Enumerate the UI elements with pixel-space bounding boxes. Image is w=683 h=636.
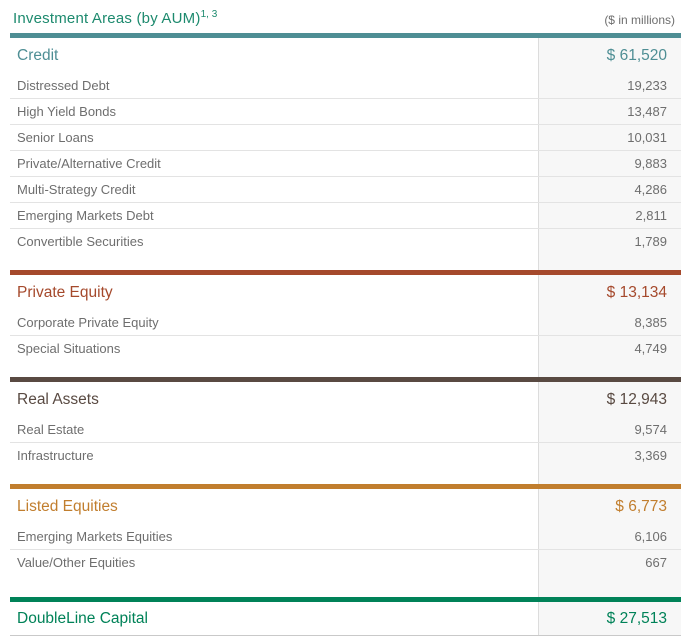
- row-value: 10,031: [627, 130, 667, 145]
- row-value: 4,749: [634, 341, 667, 356]
- table-row: Private/Alternative Credit 9,883: [10, 150, 681, 176]
- section-label: Private Equity: [17, 283, 113, 301]
- section-total-value: $ 12,943: [606, 390, 667, 408]
- section-doubleline-capital: DoubleLine Capital $ 27,513: [10, 597, 681, 636]
- section-accent-bar: [10, 33, 681, 38]
- section-label: Real Assets: [17, 390, 99, 408]
- table-row: Distressed Debt 19,233: [10, 73, 681, 98]
- section-total-value: $ 61,520: [606, 46, 667, 64]
- section-label: DoubleLine Capital: [17, 609, 148, 627]
- section-accent-bar: [10, 597, 681, 602]
- value-column-background: [538, 33, 681, 636]
- table-row: Multi-Strategy Credit 4,286: [10, 176, 681, 202]
- section-label: Listed Equities: [17, 497, 118, 515]
- row-value: 9,883: [634, 156, 667, 171]
- section-total-value: $ 6,773: [615, 497, 667, 515]
- row-value: 1,789: [634, 234, 667, 249]
- section-accent-bar: [10, 377, 681, 382]
- table-row: Corporate Private Equity 8,385: [10, 310, 681, 335]
- row-value: 8,385: [634, 315, 667, 330]
- row-value: 19,233: [627, 78, 667, 93]
- section-credit: Credit $ 61,520 Distressed Debt 19,233 H…: [10, 33, 681, 270]
- section-total-value: $ 13,134: [606, 283, 667, 301]
- row-label: Corporate Private Equity: [17, 315, 159, 330]
- section-accent-bar: [10, 484, 681, 489]
- section-private-equity: Private Equity $ 13,134 Corporate Privat…: [10, 270, 681, 377]
- section-total-value: $ 27,513: [606, 609, 667, 627]
- row-value: 2,811: [635, 208, 667, 223]
- table-row: Convertible Securities 1,789: [10, 228, 681, 254]
- page-title: Investment Areas (by AUM)1, 3: [10, 9, 217, 27]
- row-value: 9,574: [634, 422, 667, 437]
- section-header-row: Real Assets $ 12,943: [10, 382, 681, 417]
- row-label: Senior Loans: [17, 130, 94, 145]
- row-value: 13,487: [627, 104, 667, 119]
- section-listed-equities: Listed Equities $ 6,773 Emerging Markets…: [10, 484, 681, 597]
- row-value: 4,286: [634, 182, 667, 197]
- section-header-row: Listed Equities $ 6,773: [10, 489, 681, 524]
- row-label: Value/Other Equities: [17, 555, 136, 570]
- section-header-row: Private Equity $ 13,134: [10, 275, 681, 310]
- units-label: ($ in millions): [604, 13, 675, 27]
- section-header-row: Credit $ 61,520: [10, 38, 681, 73]
- row-label: Emerging Markets Equities: [17, 529, 173, 544]
- row-value: 6,106: [634, 529, 667, 544]
- investment-areas-table: Investment Areas (by AUM)1, 3 ($ in mill…: [10, 0, 681, 636]
- section-header-row: DoubleLine Capital $ 27,513: [10, 602, 681, 636]
- row-label: Special Situations: [17, 341, 121, 356]
- row-label: Private/Alternative Credit: [17, 156, 161, 171]
- section-label: Credit: [17, 46, 59, 64]
- table-row: Value/Other Equities 667: [10, 549, 681, 575]
- row-value: 3,369: [634, 448, 667, 463]
- page-title-text: Investment Areas (by AUM): [13, 10, 201, 27]
- section-accent-bar: [10, 270, 681, 275]
- table-row: High Yield Bonds 13,487: [10, 98, 681, 124]
- table-titlebar: Investment Areas (by AUM)1, 3 ($ in mill…: [10, 0, 681, 33]
- table-row: Special Situations 4,749: [10, 335, 681, 361]
- title-footnote-superscript: 1, 3: [200, 9, 218, 20]
- table-row: Emerging Markets Equities 6,106: [10, 524, 681, 549]
- row-label: High Yield Bonds: [17, 104, 117, 119]
- table-row: Senior Loans 10,031: [10, 124, 681, 150]
- row-label: Real Estate: [17, 422, 85, 437]
- row-label: Distressed Debt: [17, 78, 110, 93]
- row-label: Infrastructure: [17, 448, 94, 463]
- table-row: Infrastructure 3,369: [10, 442, 681, 468]
- section-real-assets: Real Assets $ 12,943 Real Estate 9,574 I…: [10, 377, 681, 484]
- table-row: Real Estate 9,574: [10, 417, 681, 442]
- row-label: Convertible Securities: [17, 234, 144, 249]
- row-value: 667: [645, 555, 667, 570]
- table-row: Emerging Markets Debt 2,811: [10, 202, 681, 228]
- row-label: Emerging Markets Debt: [17, 208, 154, 223]
- row-label: Multi-Strategy Credit: [17, 182, 136, 197]
